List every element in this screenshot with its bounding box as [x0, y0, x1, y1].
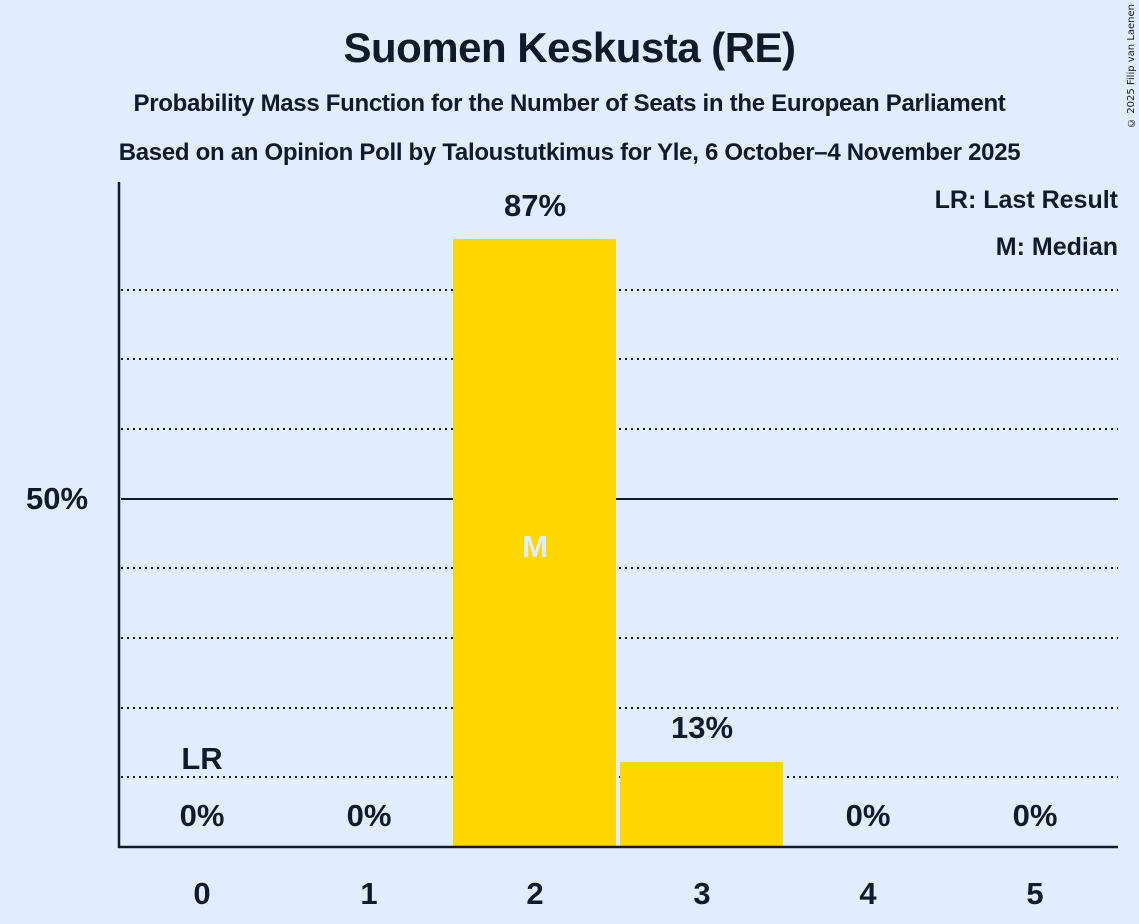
chart-source-subtitle: Based on an Opinion Poll by Taloustutkim…: [118, 139, 1021, 166]
chart-title: Suomen Keskusta (RE): [343, 24, 796, 71]
bar-value-5: 0%: [1012, 798, 1058, 833]
x-tick-4: 4: [859, 876, 877, 911]
legend-last-result: LR: Last Result: [934, 186, 1118, 214]
chart-subtitle: Probability Mass Function for the Number…: [133, 90, 1006, 117]
x-tick-2: 2: [526, 876, 544, 911]
x-tick-1: 1: [360, 876, 378, 911]
bar-3: [620, 762, 783, 847]
x-tick-3: 3: [693, 876, 711, 911]
legend-median: M: Median: [995, 233, 1118, 261]
bar-value-1: 0%: [346, 798, 392, 833]
bar-value-3: 13%: [670, 710, 734, 745]
median-marker: M: [522, 529, 548, 564]
y-tick-50: 50%: [26, 481, 89, 516]
bar-value-0: 0%: [179, 798, 225, 833]
bar-2: [453, 239, 616, 847]
gridlines: [121, 289, 1118, 778]
x-tick-5: 5: [1026, 876, 1044, 911]
x-tick-0: 0: [193, 876, 211, 911]
bar-value-4: 0%: [845, 798, 891, 833]
last-result-marker: LR: [181, 741, 223, 776]
bar-value-2: 87%: [503, 188, 567, 223]
